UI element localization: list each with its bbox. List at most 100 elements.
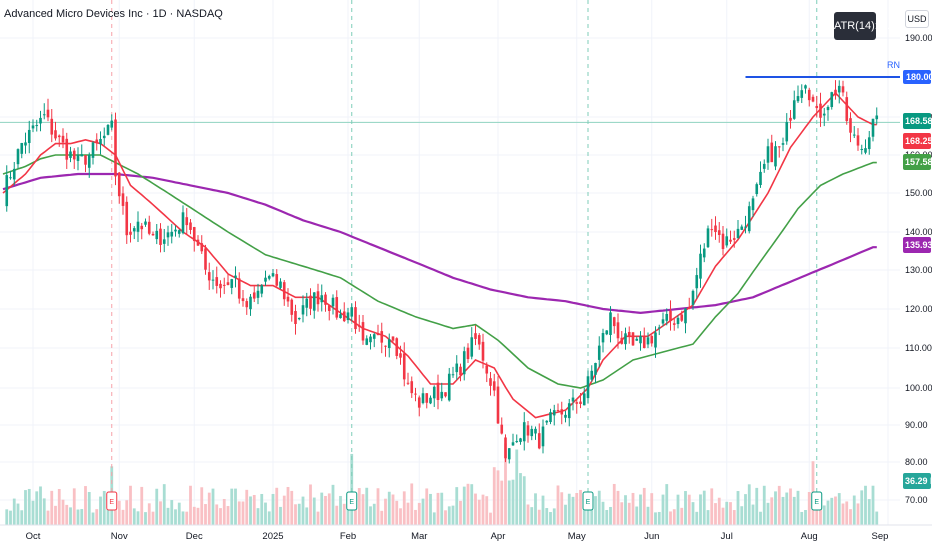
- candle-body: [680, 314, 684, 321]
- volume-bar: [9, 510, 12, 525]
- volume-bar: [200, 487, 204, 525]
- candle-body: [290, 299, 294, 315]
- volume-bar: [275, 487, 279, 525]
- volume-bar: [466, 483, 470, 525]
- candle-body: [414, 393, 417, 395]
- candle-body: [826, 106, 830, 111]
- volume-bar: [35, 491, 39, 525]
- price-axis[interactable]: 190.00170.00160.00150.00140.00130.00120.…: [900, 0, 932, 550]
- volume-bar: [369, 506, 372, 525]
- volume-bar: [725, 501, 729, 525]
- volume-bar: [800, 511, 804, 525]
- volume-bar: [87, 492, 91, 525]
- candle-body: [781, 143, 785, 145]
- volume-bar: [635, 506, 639, 525]
- candle-body: [702, 248, 706, 258]
- time-axis-bg: [0, 525, 932, 550]
- volume-bar: [669, 511, 672, 525]
- candle-body: [50, 118, 54, 135]
- candle-body: [500, 424, 504, 434]
- candle-body: [245, 301, 249, 308]
- volume-bar: [54, 505, 57, 525]
- x-tick-label: May: [568, 531, 586, 542]
- volume-bar: [710, 488, 714, 525]
- volume-bar: [357, 488, 361, 525]
- volume-bar: [687, 494, 691, 525]
- candle-body: [451, 374, 455, 376]
- candle-body: [159, 228, 162, 245]
- candle-body: [875, 115, 879, 120]
- volume-bar: [432, 512, 436, 525]
- time-axis[interactable]: Oct Nov Dec 2025 Feb Mar Apr May Jun Jul Aug Sep: [0, 524, 932, 550]
- volume-bar: [594, 496, 597, 525]
- candle-body: [440, 391, 444, 399]
- candle-body: [740, 226, 744, 230]
- candle-body: [350, 307, 354, 317]
- volume-bar: [376, 488, 380, 525]
- x-tick-label: Dec: [186, 531, 203, 542]
- currency-button[interactable]: USD: [905, 10, 929, 28]
- volume-bar: [189, 485, 192, 525]
- volume-bar: [444, 510, 447, 525]
- volume-bar: [747, 484, 751, 525]
- volume-bar: [541, 495, 545, 525]
- candle-body: [654, 332, 657, 348]
- candle-body: [369, 336, 372, 343]
- volume-bar: [125, 500, 129, 525]
- candle-body: [140, 225, 144, 230]
- earnings-badge: [582, 491, 594, 511]
- volume-bar: [267, 511, 271, 525]
- chart-title: Advanced Micro Devices Inc · 1D · NASDAQ: [4, 8, 223, 20]
- volume-bar: [522, 476, 526, 525]
- last-price-label-box: [903, 113, 931, 129]
- volume-bar: [181, 511, 185, 525]
- candle-body: [549, 412, 552, 423]
- candle-body: [747, 206, 751, 232]
- volume-bar: [774, 491, 777, 525]
- candle-body: [729, 239, 732, 242]
- volume-bar: [781, 496, 785, 525]
- candle-body: [477, 335, 481, 345]
- candlesticks: [5, 80, 879, 464]
- volume-bar: [586, 501, 590, 525]
- earnings-badge: [106, 491, 118, 511]
- volume-bar: [39, 486, 42, 525]
- volume-bar: [271, 493, 275, 525]
- candle-body: [759, 171, 762, 186]
- candle-body: [721, 233, 725, 250]
- candle-body: [421, 393, 425, 404]
- candle-body: [770, 142, 774, 163]
- candle-body: [162, 239, 166, 244]
- volume-bar: [684, 491, 687, 525]
- volume-bar: [27, 488, 31, 525]
- volume-bar: [12, 498, 16, 525]
- candle-body: [69, 151, 72, 158]
- volume-bar: [616, 490, 620, 525]
- y-tick-label: 110.00: [905, 343, 932, 353]
- candle-body: [256, 290, 260, 298]
- candle-body: [822, 113, 826, 116]
- candle-body: [455, 363, 459, 373]
- candle-body: [9, 177, 12, 179]
- candle-body: [579, 401, 582, 405]
- candle-body: [841, 86, 845, 93]
- volume-bar: [234, 488, 237, 525]
- candle-body: [492, 381, 496, 391]
- candle-body: [316, 291, 320, 305]
- volume-bar: [391, 494, 395, 525]
- candle-body: [80, 154, 84, 157]
- candle-body: [320, 295, 324, 303]
- candle-body: [357, 325, 361, 327]
- volume-bar: [567, 493, 571, 525]
- volume-bar: [102, 490, 106, 525]
- candle-body: [526, 425, 530, 436]
- candle-body: [365, 338, 369, 345]
- volume-bar: [331, 484, 335, 525]
- volume-bar: [309, 484, 312, 525]
- volume-bar: [530, 507, 534, 525]
- volume-bar: [777, 485, 781, 525]
- volume-bar: [174, 509, 177, 525]
- candle-body: [725, 236, 729, 246]
- candle-body: [147, 221, 151, 234]
